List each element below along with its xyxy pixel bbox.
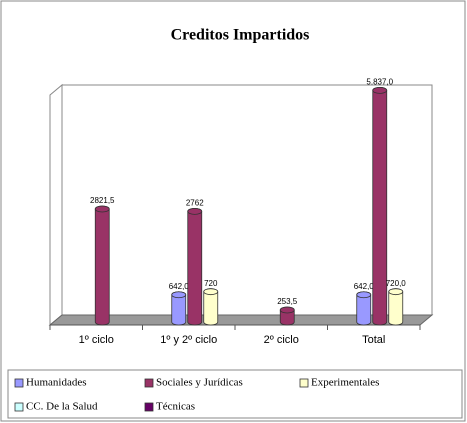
value-label: 642,0 [169,282,190,291]
back-wall [61,84,433,316]
legend-swatch [144,378,154,388]
legend-swatch [14,378,24,388]
value-label: 2821,5 [90,196,115,205]
value-label: 720 [204,279,218,288]
bar [372,87,388,326]
bar [94,205,110,326]
chart-title: Creditos Impartidos [171,27,310,44]
bar-top [356,291,372,299]
bar-top [388,288,404,296]
legend-swatch [144,402,154,412]
bar-top [94,205,110,213]
legend-swatch [299,378,309,388]
legend-label: Sociales y Jurídicas [156,377,243,389]
side-wall [49,83,63,327]
x-tick-label: 2º ciclo [264,334,299,346]
value-label: 642,0 [354,282,375,291]
bar-top [279,306,295,314]
legend-label: Humanidades [26,377,86,389]
bar-top [187,207,203,215]
value-label: 720,0 [386,279,407,288]
bar-top [171,291,187,299]
bar-top [203,288,219,296]
bar [187,207,203,326]
x-tick-label: Total [362,334,385,346]
legend-label: Experimentales [311,377,379,389]
x-tick-label: 1º y 2º ciclo [160,334,217,346]
bar-top [372,87,388,94]
legend-box [7,369,463,419]
legend-label: CC. De la Salud [26,401,98,413]
value-label: 5.837,0 [366,78,393,87]
x-tick-label: 1º ciclo [79,334,114,346]
legend-swatch [14,402,24,412]
value-label: 253,5 [277,297,298,306]
legend-label: Técnicas [156,401,195,413]
value-label: 2762 [186,198,204,207]
